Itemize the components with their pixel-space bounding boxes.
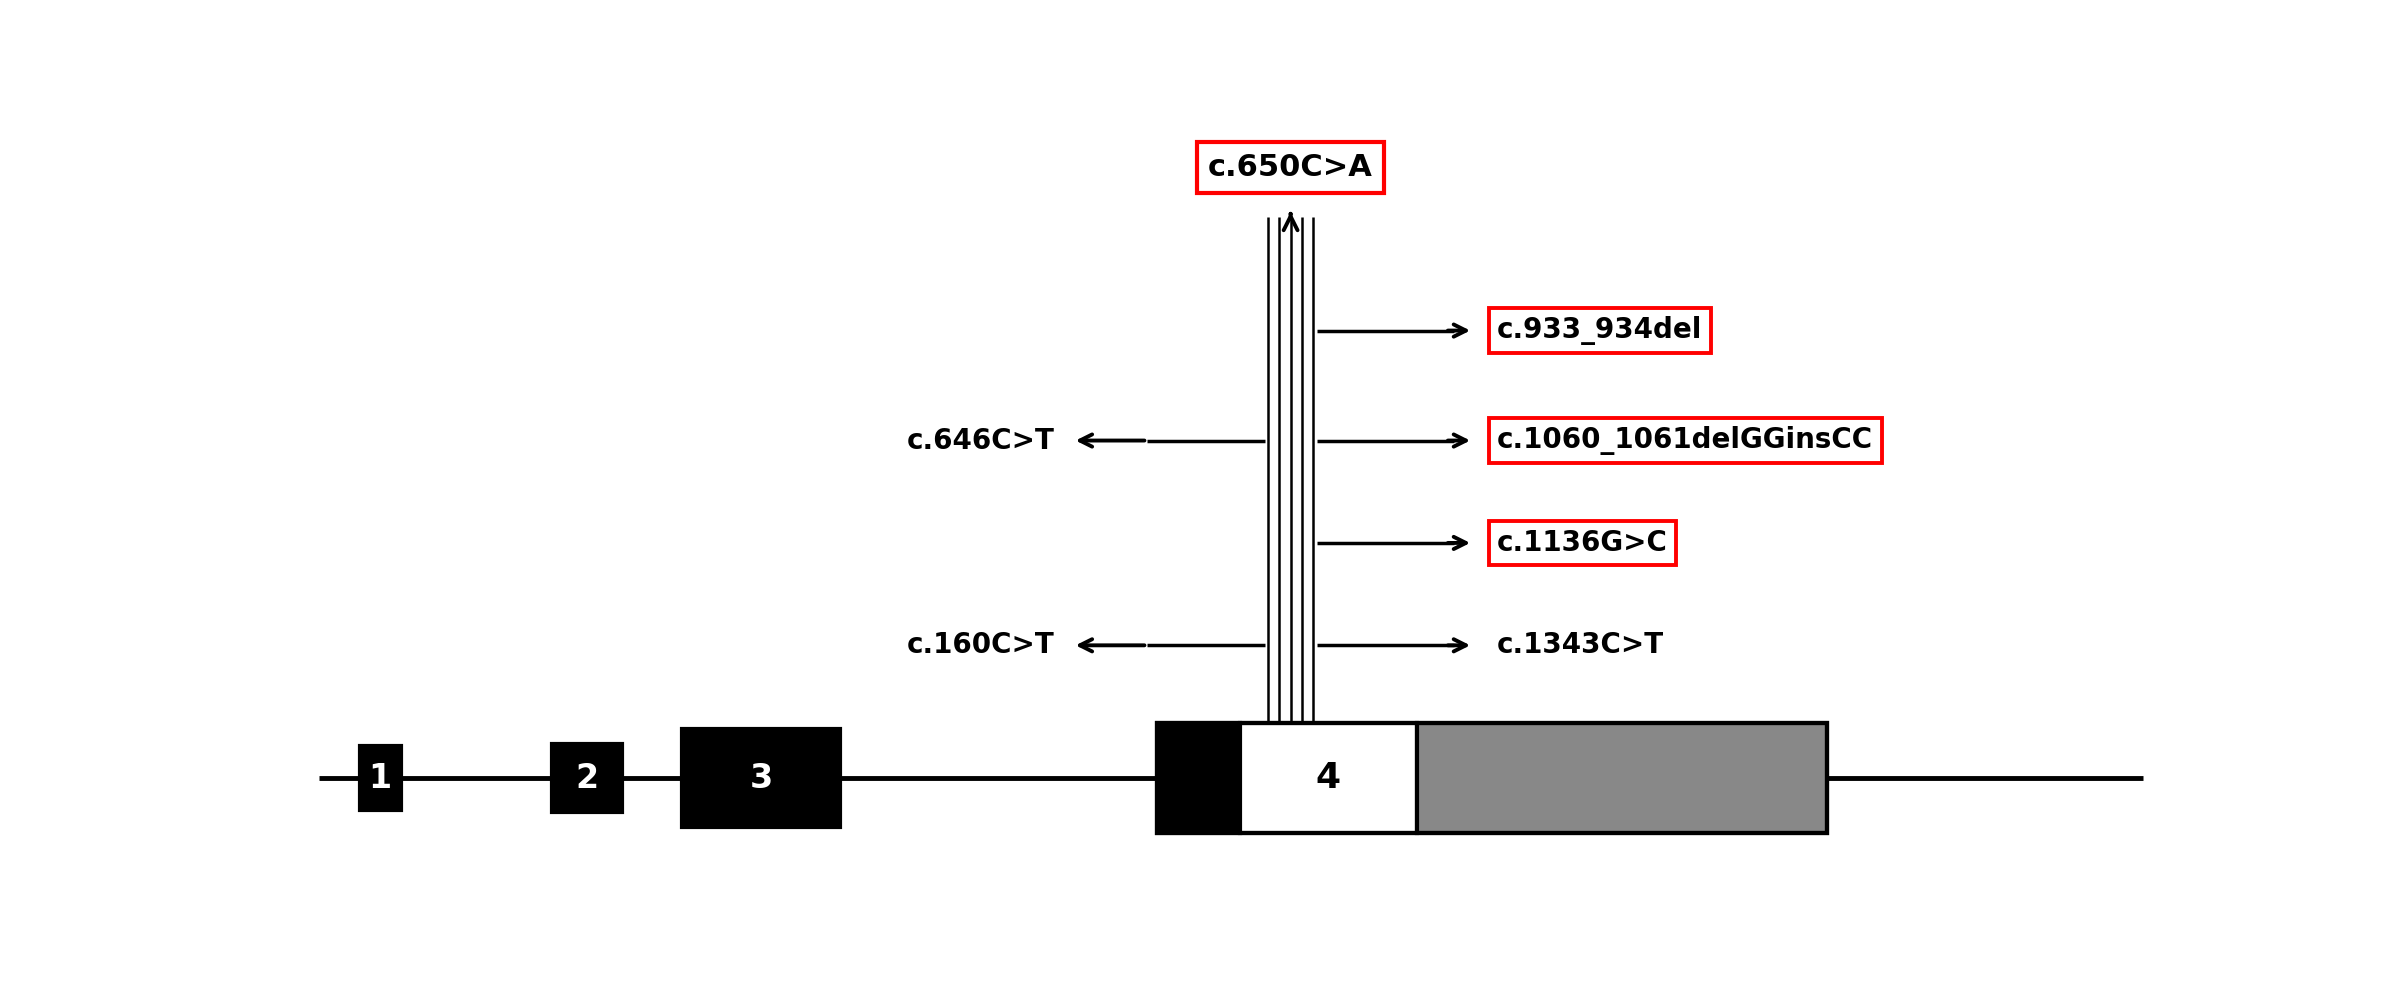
Text: c.646C>T: c.646C>T: [906, 427, 1054, 454]
Text: 3: 3: [749, 761, 773, 795]
Bar: [682, 729, 841, 827]
Text: c.933_934del: c.933_934del: [1496, 316, 1703, 345]
Text: c.160C>T: c.160C>T: [906, 631, 1054, 659]
Text: c.650C>A: c.650C>A: [1208, 153, 1374, 182]
Text: 1: 1: [370, 761, 392, 795]
Bar: [1239, 723, 1417, 833]
Bar: [360, 746, 401, 811]
Bar: [1417, 723, 1828, 833]
Text: c.1136G>C: c.1136G>C: [1496, 529, 1667, 557]
Text: 4: 4: [1316, 761, 1340, 795]
Bar: [1158, 723, 1239, 833]
Bar: [552, 744, 622, 813]
Text: c.1343C>T: c.1343C>T: [1496, 631, 1665, 659]
Bar: [1158, 723, 1828, 833]
Text: c.1060_1061delGGinsCC: c.1060_1061delGGinsCC: [1496, 427, 1874, 455]
Text: 2: 2: [576, 761, 598, 795]
